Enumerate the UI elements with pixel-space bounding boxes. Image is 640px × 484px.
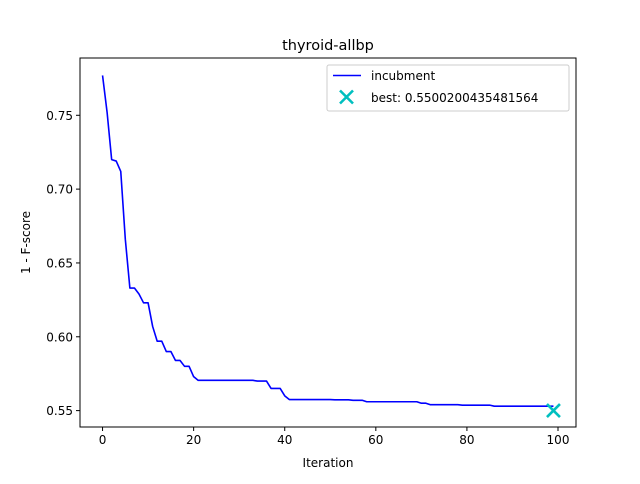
x-tick-label: 100 bbox=[547, 433, 570, 447]
legend-label-incumbent: incubment bbox=[371, 69, 435, 83]
x-axis: 0 20 40 60 80 100 bbox=[99, 427, 570, 447]
legend-label-best: best: 0.5500200435481564 bbox=[371, 91, 538, 105]
chart-title: thyroid-allbp bbox=[282, 38, 374, 54]
x-tick-label: 20 bbox=[186, 433, 201, 447]
x-tick-label: 60 bbox=[368, 433, 383, 447]
y-tick-label: 0.75 bbox=[46, 109, 73, 123]
x-tick-label: 80 bbox=[459, 433, 474, 447]
incumbent-line bbox=[101, 75, 554, 407]
y-tick-label: 0.70 bbox=[46, 183, 73, 197]
legend-box bbox=[326, 64, 570, 112]
y-tick-label: 0.60 bbox=[46, 330, 73, 344]
y-tick-label: 0.55 bbox=[46, 404, 73, 418]
y-axis: 0.55 0.60 0.65 0.70 0.75 bbox=[46, 109, 80, 418]
x-tick-label: 0 bbox=[99, 433, 107, 447]
best-marker-stroke bbox=[546, 403, 561, 418]
y-tick-label: 0.65 bbox=[46, 256, 73, 270]
x-axis-label: Iteration bbox=[303, 456, 354, 470]
y-axis-label: 1 - F-score bbox=[19, 211, 33, 274]
series-layer bbox=[101, 75, 561, 418]
plot-area-frame bbox=[79, 57, 577, 428]
legend-x-marker-swatch bbox=[339, 89, 354, 105]
legend: incubment best: 0.5500200435481564 bbox=[326, 64, 570, 112]
best-point-marker bbox=[546, 403, 561, 418]
x-tick-label: 40 bbox=[277, 433, 292, 447]
